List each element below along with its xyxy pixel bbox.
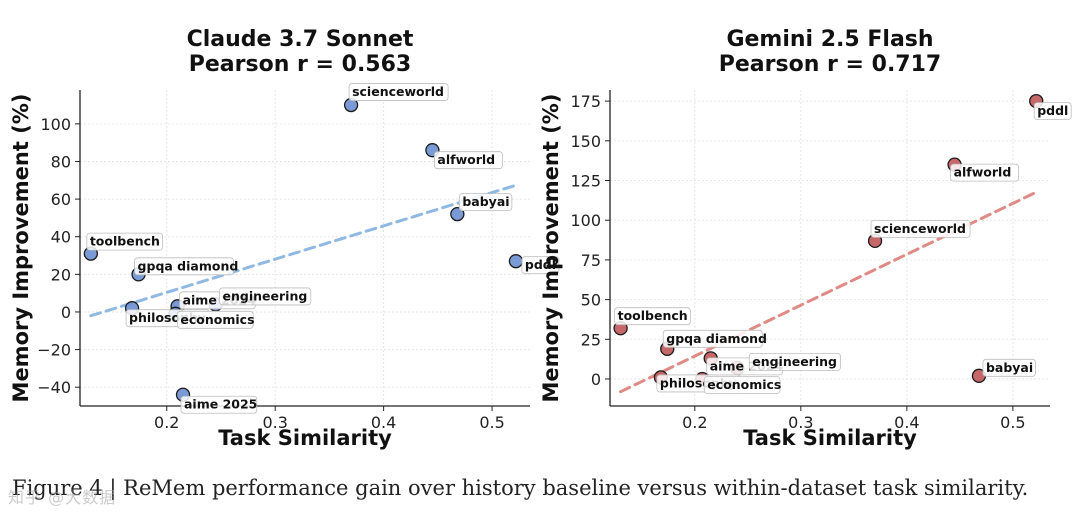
point-label-box: [1033, 102, 1072, 121]
y-tick-label: 175: [570, 92, 601, 111]
y-tick-label: 100: [570, 211, 601, 230]
chart-title: Claude 3.7 Sonnet: [187, 27, 414, 52]
y-tick-label: 60: [51, 190, 71, 209]
y-tick-label: −20: [37, 341, 71, 360]
point-label-box: [950, 163, 1019, 182]
y-tick-label: 75: [581, 251, 601, 270]
y-tick-label: 50: [581, 291, 601, 310]
trend-line: [619, 191, 1036, 394]
point-label-box: [134, 257, 234, 276]
y-tick-label: 125: [570, 172, 601, 191]
y-tick-label: −40: [37, 378, 71, 397]
trend-line: [89, 184, 516, 318]
chart-subtitle: Pearson r = 0.717: [719, 52, 941, 77]
point-label: toolbench: [618, 308, 688, 323]
chart-panel-1: 0.2 0.3 0.4 0.5 −40 −20 0 20 40 60 80 100 Claude 3.7…: [9, 27, 560, 450]
x-axis-label: Task Similarity: [743, 426, 917, 450]
y-tick-label: 0: [591, 370, 601, 389]
x-tick-label: 0.5: [1000, 413, 1025, 432]
point-label: babyai: [986, 360, 1033, 375]
y-tick-label: 0: [61, 303, 71, 322]
data-point: [508, 254, 524, 269]
x-tick-label: 0.3: [788, 413, 813, 432]
point-label: engineering: [223, 288, 308, 303]
point-label: pddl: [525, 257, 556, 272]
chart-panel-2: 0.2 0.3 0.4 0.5 0 25 50 75 100 125 150 175 Gemini 2.…: [539, 27, 1072, 450]
point-label: babyai: [462, 194, 509, 209]
point-label: gpqa diamond: [138, 258, 239, 273]
chart-subtitle: Pearson r = 0.563: [189, 52, 411, 77]
point-label-box: [434, 151, 503, 170]
point-label: scienceworld: [874, 221, 966, 236]
x-tick-label: 0.3: [262, 413, 287, 432]
point-label-box: [177, 310, 254, 329]
x-tick-label: 0.2: [682, 413, 707, 432]
figure-caption: Figure 4 | ReMem performance gain over h…: [12, 476, 1029, 500]
x-tick-label: 0.4: [894, 413, 919, 432]
point-label: scienceworld: [352, 84, 444, 99]
x-tick-label: 0.5: [479, 413, 504, 432]
y-axis-label: Memory Improvement (%): [539, 94, 563, 403]
point-label: economics: [707, 377, 781, 392]
chart-title: Gemini 2.5 Flash: [726, 27, 933, 52]
point-label: alfworld: [954, 165, 1012, 180]
y-tick-label: 25: [581, 330, 601, 349]
point-label: engineering: [752, 354, 837, 369]
point-label-box: [219, 287, 312, 306]
point-label: pddl: [1037, 103, 1068, 118]
y-tick-label: 80: [51, 152, 71, 171]
point-label-box: [521, 256, 560, 275]
point-label: economics: [180, 312, 254, 327]
point-label: gpqa diamond: [666, 331, 767, 346]
y-tick-label: 20: [51, 265, 71, 284]
y-tick-label: 40: [51, 228, 71, 247]
point-label-box: [180, 395, 258, 414]
data-point: [450, 206, 465, 222]
y-tick-label: 100: [40, 115, 71, 134]
x-axis-label: Task Similarity: [218, 426, 392, 450]
x-tick-label: 0.4: [371, 413, 396, 432]
point-label: aime 2025: [184, 397, 257, 412]
point-label-box: [614, 307, 691, 326]
point-label-box: [870, 219, 971, 238]
y-axis-label: Memory Improvement (%): [9, 94, 33, 403]
point-label: toolbench: [90, 234, 160, 249]
point-label-box: [982, 358, 1036, 377]
point-label-box: [703, 376, 781, 394]
watermark: 知乎 @大数据: [8, 488, 117, 507]
point-label-box: [748, 352, 841, 371]
point-label-box: [458, 193, 513, 212]
point-label-box: [348, 83, 449, 101]
point-label-box: [662, 329, 763, 348]
point-label-box: [86, 232, 163, 251]
x-tick-label: 0.2: [154, 413, 179, 432]
y-tick-label: 150: [570, 132, 601, 151]
point-label: alfworld: [437, 152, 495, 167]
